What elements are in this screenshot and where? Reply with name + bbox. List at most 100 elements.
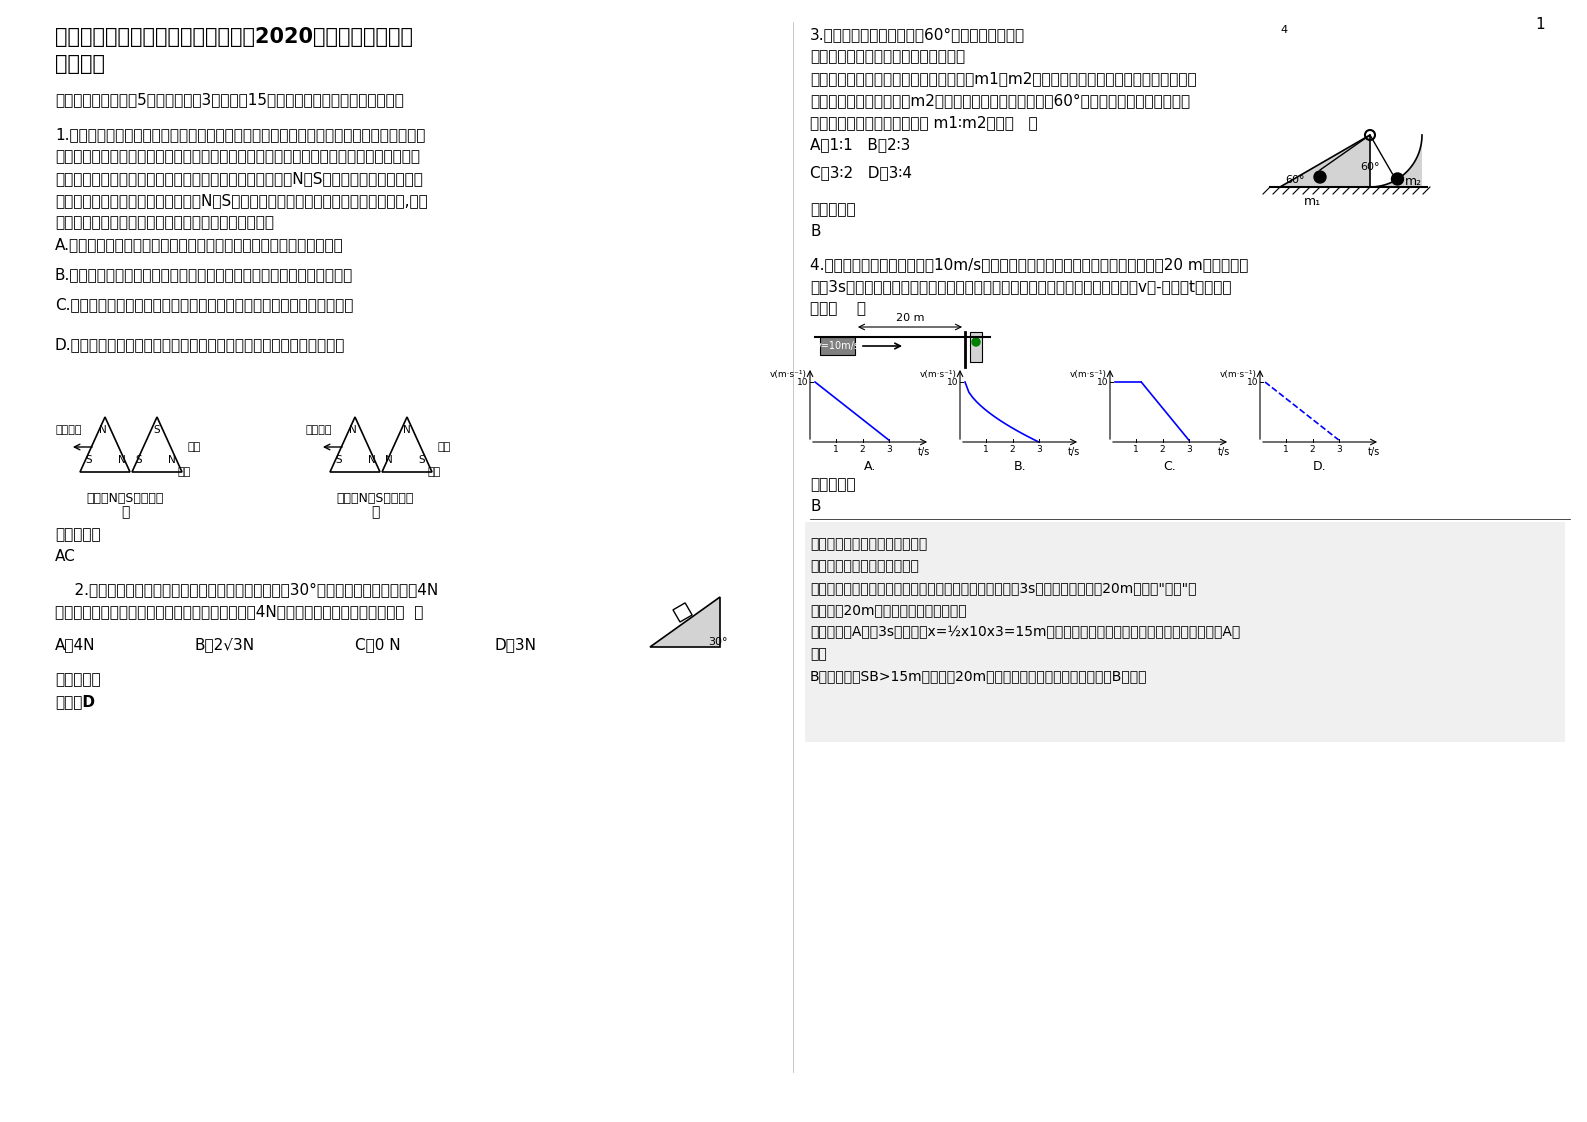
Text: 1: 1 xyxy=(1133,445,1139,454)
Text: t/s: t/s xyxy=(1368,447,1381,457)
Bar xyxy=(673,603,692,622)
Text: S: S xyxy=(154,425,160,435)
Text: B: B xyxy=(809,224,820,239)
Text: A.: A. xyxy=(863,460,876,473)
Text: 前面: 前面 xyxy=(428,467,441,477)
Text: D.乙图中前后面的异性磁极间距较大，异性磁极相互引力小，容易脱落: D.乙图中前后面的异性磁极间距较大，异性磁极相互引力小，容易脱落 xyxy=(56,337,346,352)
Text: 参考答案：: 参考答案： xyxy=(56,527,100,542)
Text: 后面: 后面 xyxy=(187,442,202,452)
Bar xyxy=(820,337,855,355)
Text: 2: 2 xyxy=(1160,445,1165,454)
Text: 60°: 60° xyxy=(1285,175,1305,185)
Text: 后面: 后面 xyxy=(438,442,451,452)
Circle shape xyxy=(1392,173,1403,185)
Text: 两种磁力玻璃擦脱落的主要原因，下列说法中正确的是: 两种磁力玻璃擦脱落的主要原因，下列说法中正确的是 xyxy=(56,215,275,230)
Text: 20 m: 20 m xyxy=(895,313,924,323)
Text: 还有3s熄灭，而该汽车在绿灯熄灭时刚好停在停车线处，则该汽车运动的速度（v）-时间（t）图象可: 还有3s熄灭，而该汽车在绿灯熄灭时刚好停在停车线处，则该汽车运动的速度（v）-时… xyxy=(809,279,1232,294)
Text: AC: AC xyxy=(56,549,76,564)
Text: 河南省南阳市河南大学附属高级中学2020年高三物理联考试: 河南省南阳市河南大学附属高级中学2020年高三物理联考试 xyxy=(56,27,413,47)
Text: 2: 2 xyxy=(1309,445,1316,454)
Text: 2: 2 xyxy=(860,445,865,454)
Text: 3: 3 xyxy=(886,445,892,454)
Text: v(m·s⁻¹): v(m·s⁻¹) xyxy=(1220,370,1257,379)
Text: 1: 1 xyxy=(833,445,840,454)
Text: B．2√3N: B．2√3N xyxy=(195,637,256,652)
Text: 乙: 乙 xyxy=(371,505,379,519)
Text: 解答：解：A、在3s内位移为x=½x10x3=15m，该汽车还没有到达停车线处，不符合题意，故A错: 解答：解：A、在3s内位移为x=½x10x3=15m，该汽车还没有到达停车线处，… xyxy=(809,625,1241,640)
Text: C.: C. xyxy=(1163,460,1176,473)
Text: 视为质点，两小球的质量之比 m1∶m2等于（   ）: 视为质点，两小球的质量之比 m1∶m2等于（ ） xyxy=(809,114,1038,130)
Text: 4: 4 xyxy=(1281,25,1287,35)
Text: 甲: 甲 xyxy=(121,505,129,519)
Text: C.乙图中前后面的同性磁极间距较大，同性磁极相互斥力小，不容易脱落: C.乙图中前后面的同性磁极间距较大，同性磁极相互斥力小，不容易脱落 xyxy=(56,297,354,312)
Circle shape xyxy=(1314,171,1327,183)
Text: v(m·s⁻¹): v(m·s⁻¹) xyxy=(920,370,957,379)
Text: B.: B. xyxy=(1014,460,1027,473)
Text: 30°: 30° xyxy=(708,637,727,647)
Text: 向左移动: 向左移动 xyxy=(305,425,332,435)
Text: 定位移是20m的速度图象才符合题意。: 定位移是20m的速度图象才符合题意。 xyxy=(809,603,966,617)
Text: N: N xyxy=(403,425,411,435)
Text: m₁: m₁ xyxy=(1303,195,1320,208)
Text: C．0 N: C．0 N xyxy=(355,637,400,652)
Text: 改装前N、S磁极分布: 改装前N、S磁极分布 xyxy=(86,493,163,505)
Text: 考点：匀变速直线运动的图像。: 考点：匀变速直线运动的图像。 xyxy=(809,537,927,551)
Text: N: N xyxy=(117,456,125,465)
Text: 10: 10 xyxy=(797,377,808,386)
Text: 片跟着里面的一片运动，旧式磁力玻璃擦在使用时由于相对移动会导致前后两面的同性磁极: 片跟着里面的一片运动，旧式磁力玻璃擦在使用时由于相对移动会导致前后两面的同性磁极 xyxy=(56,149,421,164)
Text: 1: 1 xyxy=(1284,445,1289,454)
Text: 分析：由题，该汽车在绿灯熄灭时刚好停在停车线处，在3s通过的位移正好是20m，根据"面积"确: 分析：由题，该汽车在绿灯熄灭时刚好停在停车线处，在3s通过的位移正好是20m，根… xyxy=(809,581,1197,595)
Text: A.甲图中前后面的同性磁极间距较小，同性磁极相互斥力大，容易脱落: A.甲图中前后面的同性磁极间距较小，同性磁极相互斥力大，容易脱落 xyxy=(56,237,344,252)
Text: t/s: t/s xyxy=(1217,447,1230,457)
Text: 卷含解析: 卷含解析 xyxy=(56,54,105,74)
Text: 底端切线水平，一根两端分别系有质量为m1、m2小球的轻绳跨过其顶点上的小滑轮，当它: 底端切线水平，一根两端分别系有质量为m1、m2小球的轻绳跨过其顶点上的小滑轮，当… xyxy=(809,71,1197,86)
Polygon shape xyxy=(1281,135,1370,187)
Text: 答案：D: 答案：D xyxy=(56,695,95,709)
Text: N: N xyxy=(368,456,376,465)
Text: 10: 10 xyxy=(1246,377,1258,386)
Polygon shape xyxy=(382,417,432,472)
Text: m₂: m₂ xyxy=(1404,175,1422,188)
Text: 3: 3 xyxy=(1036,445,1041,454)
Text: 10: 10 xyxy=(1097,377,1108,386)
Text: 参考答案：: 参考答案： xyxy=(809,477,855,493)
Text: 改装后N、S磁极分布: 改装后N、S磁极分布 xyxy=(336,493,414,505)
Text: A．1∶1   B．2∶3: A．1∶1 B．2∶3 xyxy=(809,137,911,151)
Text: v(m·s⁻¹): v(m·s⁻¹) xyxy=(1070,370,1108,379)
Text: 能是（    ）: 能是（ ） xyxy=(809,301,867,316)
Text: 的物体放在斜面上，让它自由滑下，那么测力计因4N物体的存在，而增加的读数是（  ）: 的物体放在斜面上，让它自由滑下，那么测力计因4N物体的存在，而增加的读数是（ ） xyxy=(56,604,424,619)
Text: A．4N: A．4N xyxy=(56,637,95,652)
Text: S: S xyxy=(335,456,341,465)
Text: 2: 2 xyxy=(1009,445,1016,454)
Text: S: S xyxy=(86,456,92,465)
Text: 参考答案：: 参考答案： xyxy=(56,672,100,687)
Polygon shape xyxy=(1370,135,1422,187)
Text: N: N xyxy=(386,456,392,465)
Text: v=10m/s: v=10m/s xyxy=(816,341,860,351)
Text: 专题：运动学中的图像专题。: 专题：运动学中的图像专题。 xyxy=(809,559,919,573)
Text: C．3∶2   D．3∶4: C．3∶2 D．3∶4 xyxy=(809,165,913,180)
Text: 前面: 前面 xyxy=(178,467,192,477)
Text: 误。: 误。 xyxy=(809,647,827,661)
Text: 3: 3 xyxy=(1185,445,1192,454)
Text: D．3N: D．3N xyxy=(495,637,536,652)
Polygon shape xyxy=(132,417,183,472)
Text: t/s: t/s xyxy=(1068,447,1081,457)
Text: v(m·s⁻¹): v(m·s⁻¹) xyxy=(770,370,808,379)
Text: B: B xyxy=(809,499,820,514)
Text: 向左移动: 向左移动 xyxy=(56,425,81,435)
Text: 参考答案：: 参考答案： xyxy=(809,202,855,217)
Text: 弧面的物体固定在水平地面上，圆弧面: 弧面的物体固定在水平地面上，圆弧面 xyxy=(809,49,965,64)
Text: B、由图可知SB>15m，可能为20m，所以汽车可能不超过停车线，故B正确；: B、由图可知SB>15m，可能为20m，所以汽车可能不超过停车线，故B正确； xyxy=(809,669,1147,683)
Text: N: N xyxy=(98,425,106,435)
Text: 60°: 60° xyxy=(1360,162,1379,172)
Text: t/s: t/s xyxy=(917,447,930,457)
Text: B.甲图中前后面的异性磁极间距较小，异性磁极相互引力大，不容易脱落: B.甲图中前后面的异性磁极间距较小，异性磁极相互引力大，不容易脱落 xyxy=(56,267,354,282)
Bar xyxy=(970,332,982,362)
Text: 1: 1 xyxy=(1535,17,1544,33)
Circle shape xyxy=(971,338,981,346)
Text: D.: D. xyxy=(1312,460,1327,473)
Polygon shape xyxy=(330,417,379,472)
Text: S: S xyxy=(417,456,425,465)
Text: 间距较小，由于同性磁极相互斥力作用很容易脱落，其内部N、S磁极分布如图甲所示。经: 间距较小，由于同性磁极相互斥力作用很容易脱落，其内部N、S磁极分布如图甲所示。经 xyxy=(56,171,422,186)
